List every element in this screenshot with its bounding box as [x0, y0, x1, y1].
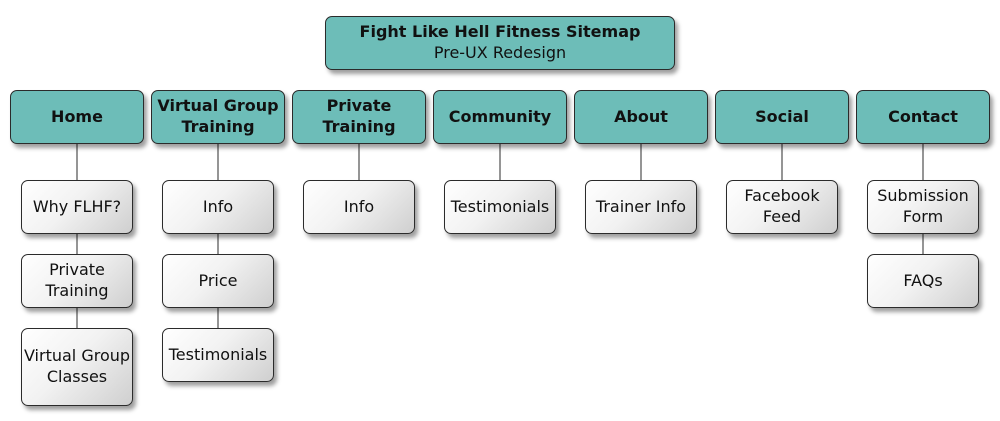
page-faqs: FAQs	[867, 254, 979, 308]
page-virtual-group-classes: Virtual Group Classes	[21, 328, 133, 406]
page-testimonials: Testimonials	[162, 328, 274, 382]
page-label: Why FLHF?	[32, 196, 122, 216]
section-label: Private Training	[322, 96, 396, 136]
section-community: Community	[433, 90, 567, 144]
section-label: Community	[448, 106, 552, 126]
section-label: Contact	[888, 106, 958, 126]
page-label: Testimonials	[168, 344, 268, 364]
page-label: Info	[202, 196, 234, 216]
sitemap-subtitle: Pre-UX Redesign	[433, 43, 567, 62]
section-label: Social	[755, 106, 809, 126]
page-why-flhf: Why FLHF?	[21, 180, 133, 234]
page-label: Virtual Group Classes	[23, 346, 131, 386]
section-about: About	[574, 90, 708, 144]
section-private-training: Private Training	[292, 90, 426, 144]
page-info: Info	[303, 180, 415, 234]
section-home: Home	[10, 90, 144, 144]
page-info: Info	[162, 180, 274, 234]
page-label: Price	[198, 270, 238, 290]
page-label: Info	[343, 196, 375, 216]
section-virtual-group-training: Virtual Group Training	[151, 90, 285, 144]
page-label: FAQs	[903, 270, 943, 290]
sitemap-title-box: Fight Like Hell Fitness Sitemap Pre-UX R…	[325, 16, 675, 70]
sitemap-title: Fight Like Hell Fitness Sitemap	[359, 22, 641, 42]
page-facebook-feed: Facebook Feed	[726, 180, 838, 234]
page-submission-form: Submission Form	[867, 180, 979, 234]
page-private-training: Private Training	[21, 254, 133, 308]
section-contact: Contact	[856, 90, 990, 144]
page-testimonials: Testimonials	[444, 180, 556, 234]
page-label: Facebook Feed	[744, 186, 820, 226]
page-label: Private Training	[45, 260, 109, 300]
section-social: Social	[715, 90, 849, 144]
section-label: Virtual Group Training	[157, 96, 279, 136]
page-label: Trainer Info	[595, 196, 687, 216]
section-label: About	[614, 106, 668, 126]
page-price: Price	[162, 254, 274, 308]
page-label: Submission Form	[877, 186, 969, 226]
section-label: Home	[51, 106, 103, 126]
page-label: Testimonials	[450, 196, 550, 216]
page-trainer-info: Trainer Info	[585, 180, 697, 234]
